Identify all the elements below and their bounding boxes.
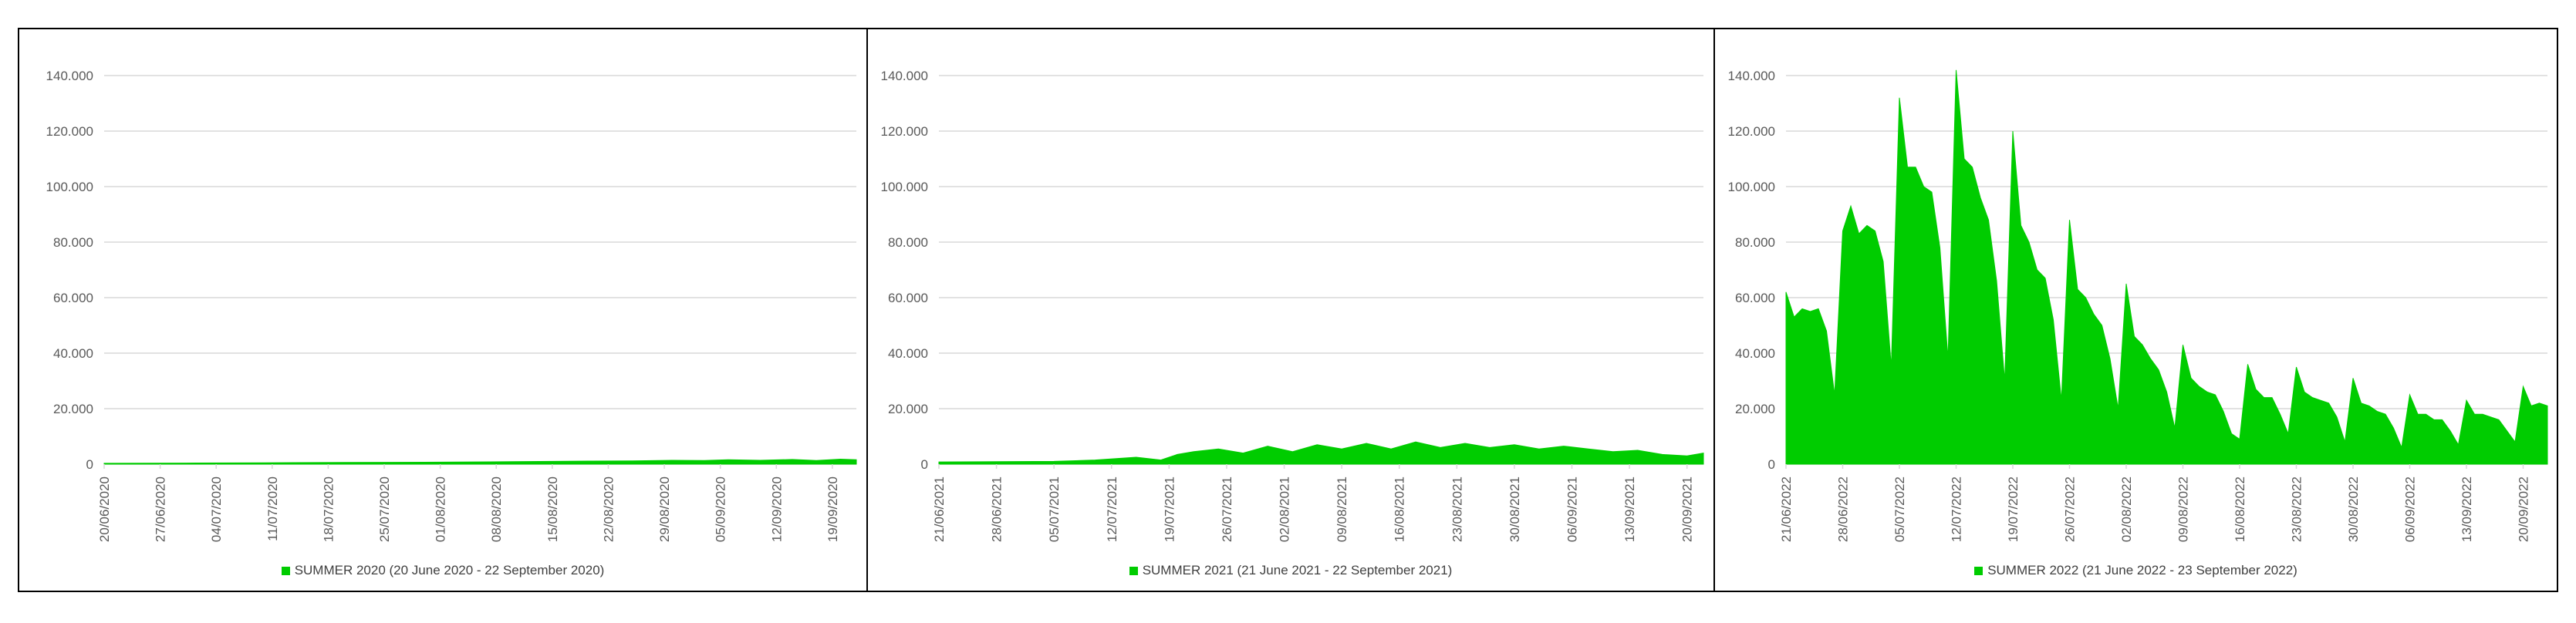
x-tick-label: 26/07/2022 xyxy=(2063,477,2078,542)
x-tick-label: 01/08/2020 xyxy=(434,477,448,542)
x-tick-label: 23/08/2022 xyxy=(2290,477,2304,542)
x-tick-label: 23/08/2021 xyxy=(1450,477,1464,542)
y-tick-label: 120.000 xyxy=(881,124,928,139)
x-tick-label: 29/08/2020 xyxy=(657,477,672,542)
y-tick-label: 40.000 xyxy=(1735,346,1775,361)
x-tick-label: 02/08/2022 xyxy=(2119,477,2134,542)
legend-swatch xyxy=(1974,567,1983,575)
x-tick-label: 16/08/2021 xyxy=(1393,477,1407,542)
chart-frame: 0 20.000 40.000 60.000 80.000 100.000 120.000 1… xyxy=(18,28,2558,592)
y-tick-label: 20.000 xyxy=(53,402,93,416)
y-tick-label: 140.000 xyxy=(1728,69,1775,83)
chart-2021: 0 20.000 40.000 60.000 80.000 100.000 120.000 1… xyxy=(881,69,1704,542)
x-tick-label: 11/07/2020 xyxy=(265,477,280,541)
y-tick-label: 80.000 xyxy=(53,235,93,250)
x-tick-label: 05/07/2022 xyxy=(1892,477,1907,542)
area-series xyxy=(103,458,857,465)
y-tick-label: 100.000 xyxy=(881,180,928,194)
y-tick-label: 0 xyxy=(1768,457,1775,472)
chart-panel-2022: 0 20.000 40.000 60.000 80.000 100.000 120.000 1… xyxy=(1713,29,2557,591)
x-tick-label: 25/07/2020 xyxy=(377,477,392,542)
x-tick-label: 08/08/2020 xyxy=(489,477,504,542)
x-tick-label: 09/08/2022 xyxy=(2176,477,2191,542)
x-tick-label: 18/07/2020 xyxy=(321,477,336,542)
y-tick-label: 100.000 xyxy=(1728,180,1775,194)
legend-2022: SUMMER 2022 (21 June 2022 - 23 September… xyxy=(1715,563,2557,578)
x-tick-label: 12/09/2020 xyxy=(769,477,784,542)
area-series xyxy=(1785,69,2548,465)
y-tick-label: 0 xyxy=(921,457,928,472)
x-tick-label: 19/09/2020 xyxy=(825,477,840,542)
x-tick-label: 26/07/2021 xyxy=(1220,477,1234,542)
chart-2020: 0 20.000 40.000 60.000 80.000 100.000 120.000 1… xyxy=(46,69,857,542)
x-tick-label: 30/08/2022 xyxy=(2346,477,2361,542)
legend-label-2021: SUMMER 2021 (21 June 2021 - 22 September… xyxy=(1142,563,1453,578)
x-tick-label: 16/08/2022 xyxy=(2233,477,2247,542)
legend-label-2022: SUMMER 2022 (21 June 2022 - 23 September… xyxy=(1987,563,2297,578)
x-tick-label: 09/08/2021 xyxy=(1335,477,1349,542)
x-tick-label: 13/09/2022 xyxy=(2460,477,2474,542)
x-tick-label: 02/08/2021 xyxy=(1278,477,1292,542)
y-tick-label: 80.000 xyxy=(888,235,928,250)
x-tick-label: 28/06/2022 xyxy=(1836,477,1851,542)
y-tick-label: 140.000 xyxy=(881,69,928,83)
y-tick-label: 0 xyxy=(86,457,93,472)
chart-panel-2020: 0 20.000 40.000 60.000 80.000 100.000 120.000 1… xyxy=(19,29,866,591)
x-tick-label: 21/06/2022 xyxy=(1779,477,1794,542)
x-tick-label: 04/07/2020 xyxy=(209,477,224,542)
x-tick-label: 12/07/2021 xyxy=(1105,477,1119,542)
legend-2020: SUMMER 2020 (20 June 2020 - 22 September… xyxy=(19,563,866,578)
x-tick-label: 05/09/2020 xyxy=(714,477,728,542)
x-tick-label: 06/09/2022 xyxy=(2403,477,2418,542)
legend-2021: SUMMER 2021 (21 June 2021 - 22 September… xyxy=(868,563,1713,578)
x-tick-label: 30/08/2021 xyxy=(1507,477,1522,542)
x-tick-label: 12/07/2022 xyxy=(1950,477,1964,542)
x-tick-label: 22/08/2020 xyxy=(602,477,616,542)
y-tick-label: 20.000 xyxy=(888,402,928,416)
y-tick-label: 60.000 xyxy=(1735,291,1775,305)
x-tick-label: 28/06/2021 xyxy=(990,477,1004,542)
x-tick-label: 19/07/2021 xyxy=(1162,477,1177,542)
x-tick-label: 13/09/2021 xyxy=(1622,477,1637,542)
y-tick-label: 60.000 xyxy=(888,291,928,305)
legend-swatch xyxy=(1129,567,1138,575)
y-tick-label: 40.000 xyxy=(888,346,928,361)
x-tick-label: 20/09/2022 xyxy=(2517,477,2531,542)
area-series xyxy=(938,441,1704,465)
x-tick-label: 27/06/2020 xyxy=(154,477,168,542)
y-tick-label: 60.000 xyxy=(53,291,93,305)
y-tick-label: 80.000 xyxy=(1735,235,1775,250)
y-tick-label: 120.000 xyxy=(46,124,93,139)
x-tick-label: 06/09/2021 xyxy=(1565,477,1580,542)
x-tick-label: 20/06/2020 xyxy=(97,477,112,542)
x-tick-label: 15/08/2020 xyxy=(545,477,560,542)
chart-panel-2021: 0 20.000 40.000 60.000 80.000 100.000 120.000 1… xyxy=(866,29,1713,591)
x-tick-label: 19/07/2022 xyxy=(2006,477,2021,542)
legend-label-2020: SUMMER 2020 (20 June 2020 - 22 September… xyxy=(294,563,605,578)
y-tick-label: 40.000 xyxy=(53,346,93,361)
y-tick-label: 100.000 xyxy=(46,180,93,194)
chart-2022: 0 20.000 40.000 60.000 80.000 100.000 120.000 1… xyxy=(1728,69,2548,542)
y-tick-label: 20.000 xyxy=(1735,402,1775,416)
x-tick-label: 21/06/2021 xyxy=(932,477,947,542)
y-tick-label: 120.000 xyxy=(1728,124,1775,139)
legend-swatch xyxy=(281,567,290,575)
y-tick-label: 140.000 xyxy=(46,69,93,83)
x-tick-label: 05/07/2021 xyxy=(1047,477,1062,542)
x-tick-label: 20/09/2021 xyxy=(1680,477,1695,542)
